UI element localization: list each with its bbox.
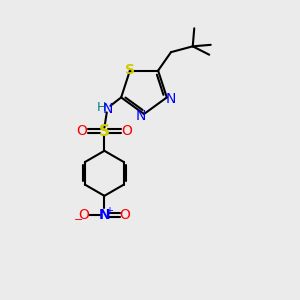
Text: O: O: [119, 208, 130, 222]
Text: +: +: [105, 206, 113, 216]
Text: S: S: [125, 63, 135, 77]
Text: O: O: [79, 208, 89, 222]
Text: N: N: [135, 109, 146, 122]
Text: S: S: [99, 124, 110, 139]
Text: O: O: [76, 124, 87, 138]
Text: N: N: [103, 102, 113, 116]
Text: O: O: [122, 124, 132, 138]
Text: N: N: [165, 92, 176, 106]
Text: −: −: [74, 215, 83, 225]
Text: N: N: [99, 208, 110, 222]
Text: H: H: [97, 101, 106, 114]
